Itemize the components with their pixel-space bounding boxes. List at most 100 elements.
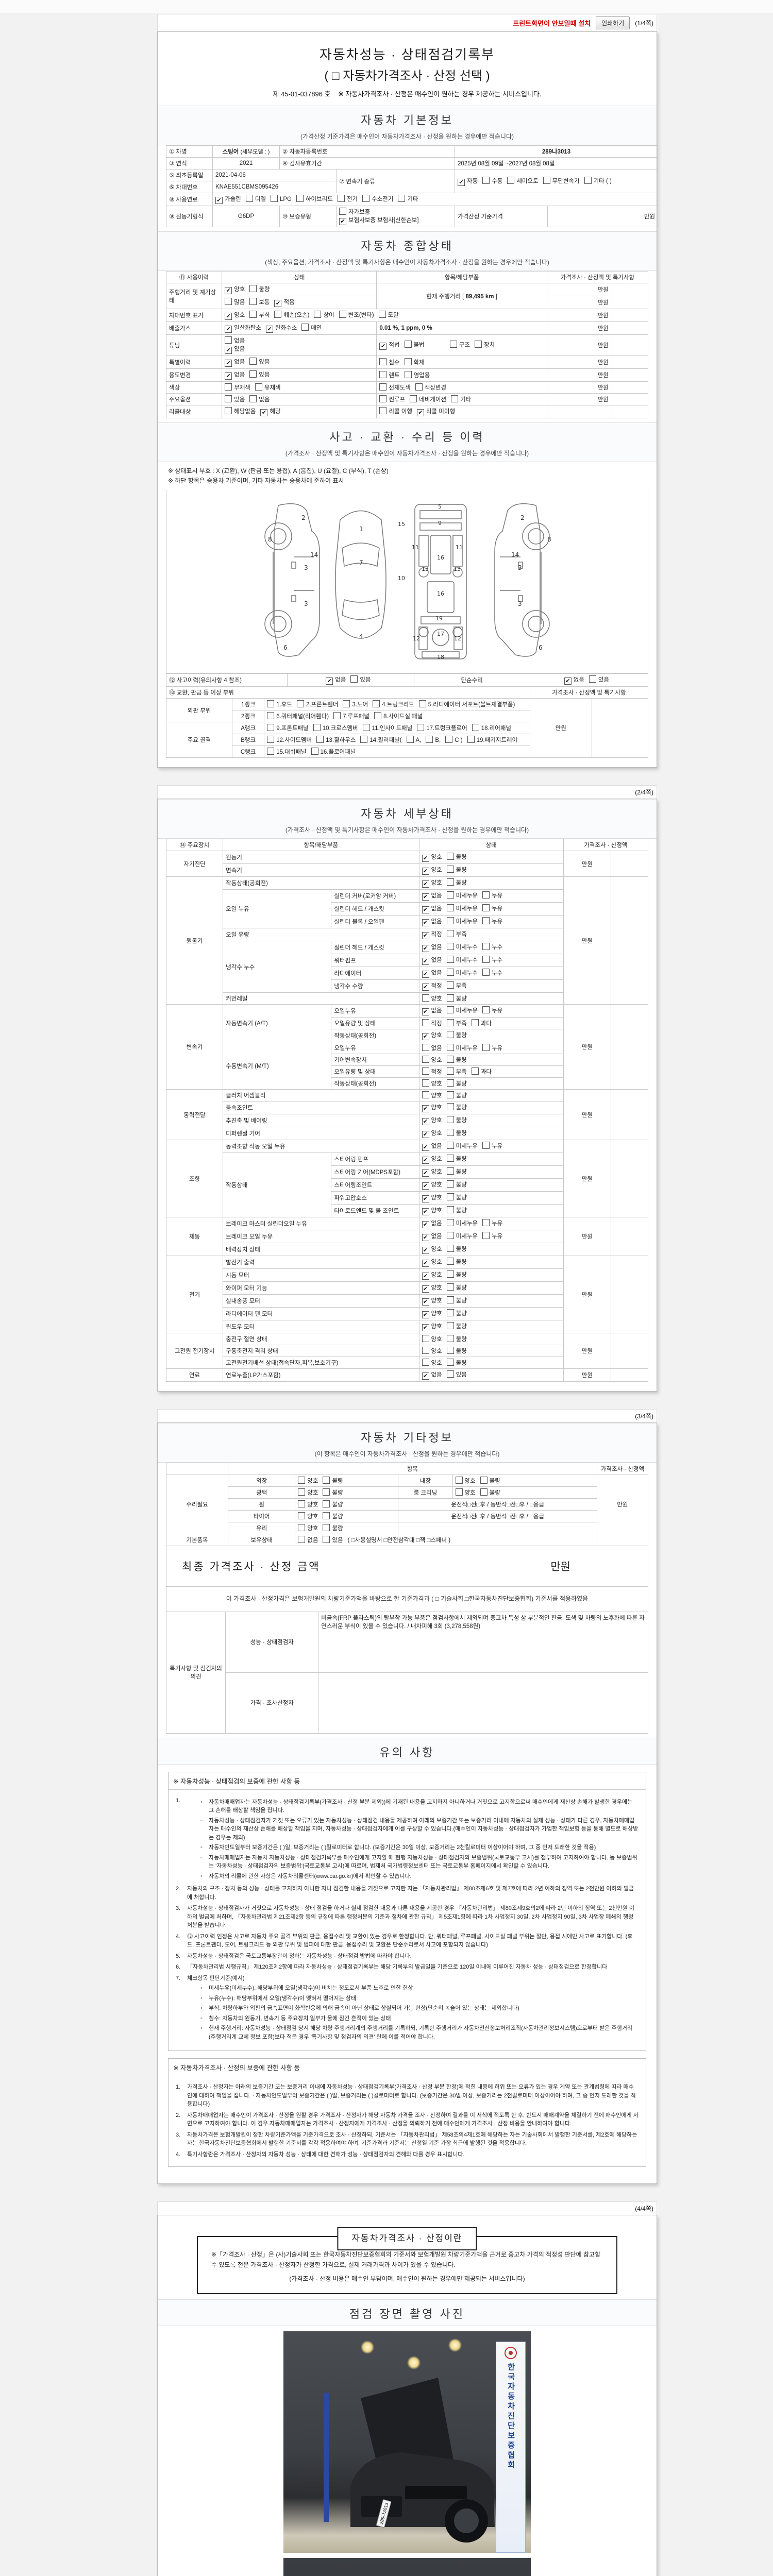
checkbox-option[interactable]: A,: [406, 736, 421, 743]
checkbox-option[interactable]: ✔ 없음: [422, 1219, 442, 1229]
checkbox-option[interactable]: ✔ 보험사보증 보험사[신한손보]: [339, 216, 419, 225]
checkbox-option[interactable]: 미세누유: [446, 891, 478, 900]
checkbox-option[interactable]: 과다: [471, 1067, 492, 1076]
checkbox-option[interactable]: 누수: [482, 969, 502, 977]
checkbox-option[interactable]: 네비게이션: [410, 395, 446, 403]
checkbox-option[interactable]: 불량: [446, 1180, 467, 1189]
checkbox-option[interactable]: 양호: [298, 1500, 318, 1509]
checkbox-option[interactable]: 불량: [446, 1116, 467, 1124]
checkbox-option[interactable]: 장치: [474, 341, 495, 349]
checkbox-option[interactable]: 불법: [404, 341, 425, 349]
checkbox-option[interactable]: ✔ 양호: [422, 853, 442, 862]
checkbox-option[interactable]: 구조: [449, 341, 470, 349]
checkbox-option[interactable]: 15.대쉬패널: [267, 748, 307, 756]
checkbox-option[interactable]: 침수: [379, 358, 400, 366]
checkbox-option[interactable]: ✔ 양호: [422, 1116, 442, 1126]
checkbox-option[interactable]: ✔ 없음: [422, 904, 442, 914]
print-install-link[interactable]: 프린트화면이 안보일때 설치: [513, 20, 591, 27]
checkbox-option[interactable]: 불량: [323, 1524, 343, 1532]
checkbox-option[interactable]: 양호: [422, 994, 442, 1003]
checkbox-option[interactable]: ✔ 없음: [326, 675, 346, 685]
checkbox-option[interactable]: 불량: [480, 1488, 500, 1497]
checkbox-option[interactable]: 없음: [225, 336, 245, 345]
checkbox-option[interactable]: 많음: [225, 298, 245, 306]
checkbox-option[interactable]: 불량: [323, 1512, 343, 1520]
checkbox-option[interactable]: 16.플로어패널: [311, 748, 356, 756]
checkbox-option[interactable]: ✔ 없음: [422, 1232, 442, 1242]
checkbox-option[interactable]: 누수: [482, 956, 502, 964]
checkbox-option[interactable]: 있음: [446, 1370, 467, 1379]
checkbox-option[interactable]: 양호: [455, 1488, 476, 1497]
checkbox-option[interactable]: 수동: [482, 176, 502, 185]
checkbox-option[interactable]: ✔ 없음: [422, 1006, 442, 1016]
checkbox-option[interactable]: 양호: [298, 1524, 318, 1532]
checkbox-option[interactable]: ✔ 양호: [422, 1103, 442, 1113]
checkbox-option[interactable]: 유채색: [255, 383, 281, 392]
checkbox-option[interactable]: 불량: [446, 1079, 467, 1088]
checkbox-option[interactable]: 불량: [446, 1258, 467, 1266]
checkbox-option[interactable]: 미세누유: [446, 1006, 478, 1014]
checkbox-option[interactable]: 양호: [422, 1359, 442, 1367]
checkbox-option[interactable]: 누유: [482, 904, 502, 912]
checkbox-option[interactable]: 양호: [298, 1488, 318, 1497]
checkbox-option[interactable]: ✔ 양호: [422, 1270, 442, 1280]
checkbox-option[interactable]: ✔ 양호: [422, 1245, 442, 1255]
checkbox-option[interactable]: ✔ 없음: [225, 370, 245, 380]
checkbox-option[interactable]: ✔ 양호: [422, 866, 442, 875]
checkbox-option[interactable]: 기타: [451, 395, 471, 403]
checkbox-option[interactable]: LPG: [270, 195, 292, 202]
checkbox-option[interactable]: 19.패키지트레이: [467, 736, 517, 744]
checkbox-option[interactable]: 불량: [446, 1193, 467, 1201]
checkbox-option[interactable]: 불량: [446, 1270, 467, 1279]
checkbox-option[interactable]: 디젤: [245, 195, 266, 203]
checkbox-option[interactable]: 있음: [225, 395, 245, 403]
checkbox-option[interactable]: 2.프론트휀더: [296, 700, 338, 708]
checkbox-option[interactable]: ✔ 양호: [422, 1167, 442, 1177]
checkbox-option[interactable]: ✔ 있음: [225, 345, 245, 354]
checkbox-option[interactable]: 불량: [446, 994, 467, 1003]
checkbox-option[interactable]: 14.필러패널(: [360, 736, 402, 744]
checkbox-option[interactable]: 누유: [482, 1232, 502, 1240]
checkbox-option[interactable]: 자가보증: [339, 208, 370, 216]
checkbox-option[interactable]: 불량: [446, 1103, 467, 1111]
checkbox-option[interactable]: 불량: [323, 1500, 343, 1509]
checkbox-option[interactable]: ✔ 없음: [564, 675, 584, 685]
checkbox-option[interactable]: 17.트렁크플로어: [417, 724, 467, 732]
checkbox-option[interactable]: 누유: [482, 917, 502, 925]
checkbox-option[interactable]: ✔ 적정: [422, 930, 442, 940]
checkbox-option[interactable]: ✔ 양호: [422, 1322, 442, 1332]
checkbox-option[interactable]: 불량: [480, 1477, 500, 1485]
checkbox-option[interactable]: 없음: [298, 1536, 318, 1544]
checkbox-option[interactable]: 전기: [337, 195, 358, 203]
checkbox-option[interactable]: 미세누유: [446, 1232, 478, 1240]
checkbox-option[interactable]: 불량: [323, 1488, 343, 1497]
checkbox-option[interactable]: 누유: [482, 1044, 502, 1052]
checkbox-option[interactable]: 보통: [249, 298, 270, 306]
checkbox-option[interactable]: 양호: [298, 1512, 318, 1520]
checkbox-option[interactable]: 불량: [446, 1359, 467, 1367]
checkbox-option[interactable]: 부족: [446, 981, 467, 990]
checkbox-option[interactable]: 영업용: [404, 371, 430, 379]
checkbox-option[interactable]: 있음: [323, 1536, 343, 1544]
checkbox-option[interactable]: 누유: [482, 1142, 502, 1150]
checkbox-option[interactable]: ✔ 없음: [225, 358, 245, 367]
checkbox-option[interactable]: 불량: [446, 866, 467, 874]
checkbox-option[interactable]: 없음: [422, 1044, 442, 1052]
print-button[interactable]: 인쇄하기: [596, 16, 630, 29]
checkbox-option[interactable]: ✔ 없음: [422, 969, 442, 978]
checkbox-option[interactable]: ✔ 양호: [422, 1206, 442, 1216]
checkbox-option[interactable]: 불량: [446, 1206, 467, 1214]
checkbox-option[interactable]: 미세누유: [446, 1044, 478, 1052]
checkbox-option[interactable]: 수소전기: [362, 195, 393, 203]
checkbox-option[interactable]: 3.도어: [343, 700, 368, 708]
checkbox-option[interactable]: 9.프론트패널: [267, 724, 309, 732]
checkbox-option[interactable]: 양호: [422, 1347, 442, 1355]
checkbox-option[interactable]: 8.사이드실 패널: [374, 712, 423, 720]
checkbox-option[interactable]: 불량: [446, 1056, 467, 1064]
checkbox-option[interactable]: 적정: [422, 1019, 442, 1027]
checkbox-option[interactable]: ✔ 양호: [422, 1129, 442, 1139]
checkbox-option[interactable]: ✔ 양호: [422, 1296, 442, 1306]
checkbox-option[interactable]: ✔ 가솔린: [215, 195, 241, 204]
checkbox-option[interactable]: 누유: [482, 891, 502, 900]
checkbox-option[interactable]: 불량: [446, 1335, 467, 1343]
